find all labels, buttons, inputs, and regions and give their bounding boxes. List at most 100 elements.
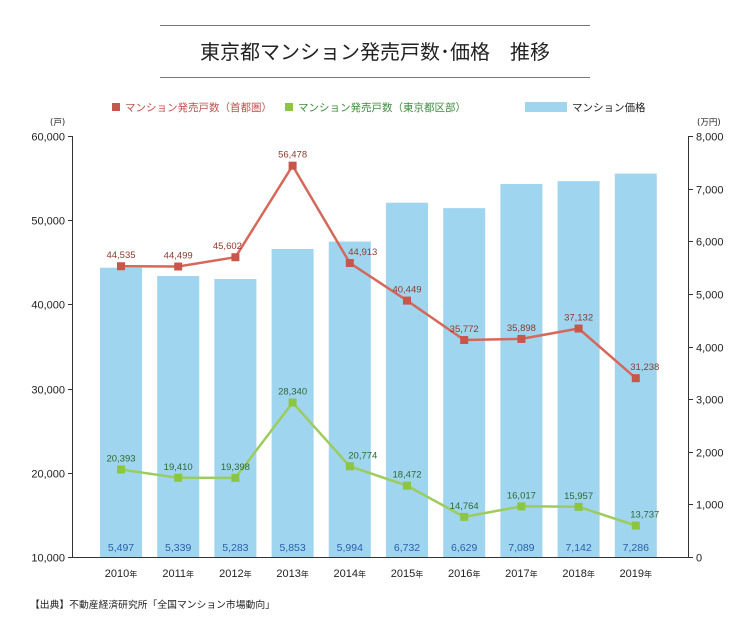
legend-label-shutoken: マンション発売戸数（首都圏）	[125, 101, 272, 114]
price-bar-2016	[443, 208, 486, 558]
legend-marker-price	[525, 102, 567, 112]
series-value-labels: 44,535 44,499 45,602 56,478 44,913 40,449 35,7…	[106, 150, 659, 521]
right-axis-unit-label: (万円)	[697, 118, 721, 128]
shutoken-marker-2011	[174, 262, 183, 271]
price-bar-2017	[500, 183, 543, 557]
price-value-label-2017: 7,089	[508, 542, 534, 554]
legend-label-price: マンション価格	[572, 101, 646, 114]
legend-marker-kubu	[285, 103, 293, 111]
shutoken-marker-2014	[345, 259, 354, 268]
shutoken-marker-2013	[288, 161, 297, 170]
kubu-marker-2017	[517, 502, 526, 511]
series-lines	[120, 164, 637, 527]
price-value-label-2010: 5,497	[108, 542, 134, 554]
price-bar-2011	[157, 276, 200, 557]
left-axis-tick-label: 40,000	[31, 300, 65, 312]
right-axis-tick-label: 3,000	[696, 395, 724, 407]
kubu-value-label-2012: 19,398	[221, 462, 250, 473]
price-value-label-2015: 6,732	[394, 542, 420, 554]
shutoken-value-label-2013: 56,478	[278, 150, 307, 161]
left-axis-tick-label: 60,000	[31, 132, 65, 144]
shutoken-marker-2012	[231, 253, 240, 262]
x-axis-label-2013: 2013年	[276, 568, 308, 580]
price-value-label-2019: 7,286	[623, 542, 649, 554]
price-value-label-2011: 5,339	[165, 542, 191, 554]
right-axis-tick-label: 6,000	[696, 237, 724, 249]
right-axis-tick-label: 1,000	[696, 500, 724, 512]
kubu-marker-2018	[574, 502, 583, 511]
legend-item-price: マンション価格	[525, 101, 646, 114]
right-axis-tick-label: 8,000	[696, 132, 724, 144]
kubu-marker-2014	[345, 462, 354, 471]
x-axis-labels: 2010年 2011年 2012年 2013年 2014年 2015年 2016年 2017年…	[105, 568, 652, 580]
kubu-marker-2010	[117, 465, 125, 474]
price-bar-2012	[214, 278, 257, 557]
kubu-value-label-2018: 15,957	[564, 491, 593, 502]
kubu-value-label-2011: 19,410	[164, 462, 193, 473]
kubu-marker-2019	[631, 521, 640, 530]
x-axis-label-2019: 2019年	[620, 568, 652, 580]
shutoken-marker-2018	[574, 324, 583, 333]
right-axis-ticks: 0 1,000 2,000 3,000 4,000 5,000 6,000 7,000 8,00…	[688, 132, 724, 565]
right-axis-tick-label: 5,000	[696, 290, 724, 302]
legend-item-kubu: マンション発売戸数（東京都区部）	[285, 101, 466, 114]
x-axis-label-2011: 2011年	[162, 568, 194, 580]
left-axis-tick-label: 20,000	[31, 469, 65, 481]
x-axis-label-2010: 2010年	[105, 568, 137, 580]
price-value-label-2018: 7,142	[565, 542, 591, 554]
x-axis-label-2015: 2015年	[391, 568, 423, 580]
kubu-line	[120, 401, 637, 527]
shutoken-line	[120, 164, 637, 380]
legend: マンション発売戸数（首都圏） マンション発売戸数（東京都区部） マンション価格	[112, 101, 646, 114]
kubu-marker-2011	[174, 473, 183, 482]
kubu-value-label-2017: 16,017	[507, 490, 536, 501]
x-axis-label-2016: 2016年	[448, 568, 480, 580]
legend-marker-shutoken	[112, 103, 120, 111]
shutoken-marker-2015	[403, 296, 411, 305]
shutoken-marker-2010	[117, 262, 125, 271]
kubu-value-label-2015: 18,472	[392, 470, 421, 481]
x-axis-label-2012: 2012年	[219, 568, 251, 580]
price-value-label-2012: 5,283	[222, 542, 248, 554]
price-bar-2015	[386, 202, 428, 557]
price-bar-2018	[557, 181, 600, 557]
shutoken-value-label-2016: 35,772	[450, 324, 479, 335]
axes	[72, 136, 689, 558]
price-value-label-2016: 6,629	[451, 542, 477, 554]
price-value-label-2014: 5,994	[337, 542, 363, 554]
left-axis-tick-label: 50,000	[31, 216, 65, 228]
shutoken-value-label-2014: 44,913	[348, 247, 377, 258]
kubu-value-label-2016: 14,764	[450, 501, 479, 512]
price-value-label-2013: 5,853	[279, 542, 305, 554]
kubu-value-label-2014: 20,774	[348, 450, 377, 461]
price-bar-2010	[100, 267, 142, 557]
x-axis-label-2018: 2018年	[562, 568, 594, 580]
legend-item-shutoken: マンション発売戸数（首都圏）	[112, 101, 272, 114]
shutoken-value-label-2017: 35,898	[507, 323, 536, 334]
left-axis-tick-label: 30,000	[31, 385, 65, 397]
left-axis-ticks: 10,000 20,000 30,000 40,000 50,000 60,000	[31, 132, 73, 565]
shutoken-marker-2017	[517, 334, 526, 343]
shutoken-value-label-2012: 45,602	[213, 241, 242, 252]
shutoken-marker-2019	[631, 374, 640, 383]
kubu-value-label-2013: 28,340	[278, 387, 307, 398]
shutoken-value-label-2018: 37,132	[564, 313, 593, 324]
shutoken-value-label-2015: 40,449	[392, 285, 421, 296]
shutoken-marker-2016	[460, 335, 469, 344]
x-axis-label-2017: 2017年	[505, 568, 537, 580]
price-bar-2014	[328, 241, 371, 558]
source-note: 【出典】不動産経済研究所「全国マンション市場動向」	[30, 598, 275, 611]
right-axis-tick-label: 4,000	[696, 343, 724, 355]
kubu-marker-2015	[403, 481, 411, 490]
right-axis-tick-label: 2,000	[696, 448, 724, 460]
shutoken-value-label-2019: 31,238	[630, 362, 659, 373]
right-axis-tick-label: 0	[696, 553, 702, 565]
price-bars	[100, 173, 657, 558]
kubu-value-label-2019: 13,737	[630, 510, 659, 521]
x-axis-label-2014: 2014年	[334, 568, 366, 580]
shutoken-value-label-2010: 44,535	[106, 250, 135, 261]
right-axis-tick-label: 7,000	[696, 185, 724, 197]
shutoken-value-label-2011: 44,499	[164, 251, 193, 262]
left-axis-tick-label: 10,000	[31, 553, 65, 565]
